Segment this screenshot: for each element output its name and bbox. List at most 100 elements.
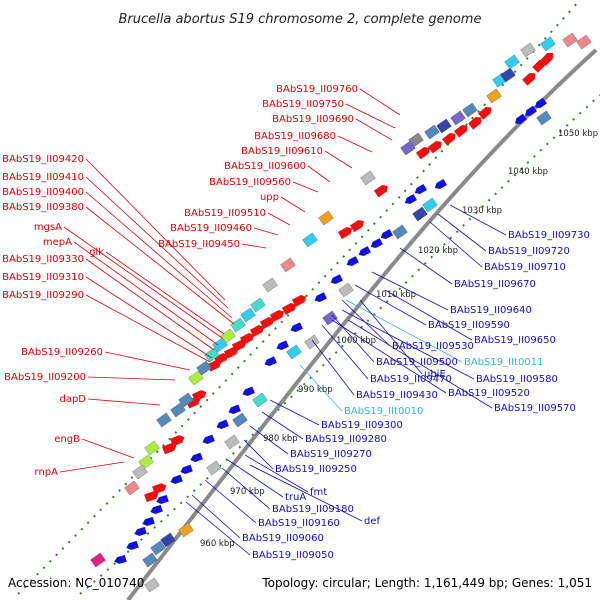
gene-label-babs19-iit0011[interactable]: BAbS19_IIt0011	[464, 357, 543, 368]
gene-arrow[interactable]	[241, 386, 255, 398]
gene-arrow[interactable]	[313, 292, 327, 304]
gene-arrow[interactable]	[345, 256, 359, 268]
gene-arrow[interactable]	[227, 404, 241, 416]
gene-label-babs19-ii09260[interactable]: BAbS19_II09260	[21, 347, 103, 358]
gene-box[interactable]	[462, 102, 478, 118]
gene-arrow[interactable]	[289, 322, 303, 333]
gene-label-babs19-ii09680[interactable]: BAbS19_II09680	[254, 131, 336, 142]
gene-box[interactable]	[204, 347, 220, 363]
gene-arrow[interactable]	[369, 238, 383, 250]
gene-label-upp[interactable]: upp	[260, 192, 279, 203]
gene-box[interactable]	[422, 197, 438, 213]
gene-box[interactable]	[280, 257, 296, 273]
gene-arrow[interactable]	[149, 504, 163, 515]
gene-box[interactable]	[224, 434, 240, 450]
gene-box[interactable]	[178, 522, 194, 538]
gene-arrow[interactable]	[415, 145, 432, 160]
gene-arrow[interactable]	[155, 494, 169, 505]
gene-label-babs19-ii09530[interactable]: BAbS19_II09530	[392, 341, 474, 352]
gene-arrow[interactable]	[275, 340, 289, 351]
gene-arrow[interactable]	[144, 490, 160, 503]
gene-arrow[interactable]	[152, 482, 168, 495]
gene-arrow[interactable]	[403, 193, 417, 206]
gene-box[interactable]	[562, 32, 578, 48]
gene-label-babs19-ii09710[interactable]: BAbS19_II09710	[484, 262, 566, 273]
gene-box[interactable]	[156, 412, 172, 428]
gene-label-babs19-ii09600[interactable]: BAbS19_II09600	[224, 161, 306, 172]
gene-label-babs19-ii09610[interactable]: BAbS19_II09610	[241, 146, 323, 157]
gene-box[interactable]	[170, 402, 186, 418]
gene-arrow[interactable]	[522, 70, 538, 86]
gene-label-babs19-ii09720[interactable]: BAbS19_II09720	[488, 246, 570, 257]
gene-label-babs19-ii09400[interactable]: BAbS19_II09400	[2, 187, 84, 198]
gene-arrow[interactable]	[337, 225, 354, 239]
gene-arrow[interactable]	[170, 434, 186, 447]
gene-arrow[interactable]	[454, 123, 470, 138]
gene-label-glk[interactable]: glk	[89, 247, 104, 258]
gene-box[interactable]	[504, 54, 520, 70]
gene-arrow[interactable]	[141, 516, 155, 527]
gene-arrow[interactable]	[373, 183, 390, 198]
gene-label-babs19-ii09060[interactable]: BAbS19_II09060	[242, 533, 324, 544]
gene-label-babs19-ii09050[interactable]: BAbS19_II09050	[252, 550, 334, 561]
gene-box[interactable]	[212, 337, 228, 353]
gene-label-babs19-ii09330[interactable]: BAbS19_II09330	[2, 254, 84, 265]
gene-label-ubie[interactable]: ubiE	[424, 369, 446, 380]
gene-arrow[interactable]	[329, 274, 343, 286]
gene-label-babs19-ii09730[interactable]: BAbS19_II09730	[508, 230, 590, 241]
gene-label-mgsa[interactable]: mgsA	[34, 222, 62, 233]
gene-arrow[interactable]	[162, 442, 178, 455]
gene-box[interactable]	[318, 210, 334, 226]
gene-box[interactable]	[412, 206, 428, 222]
gene-label-babs19-ii09200[interactable]: BAbS19_II09200	[4, 372, 86, 383]
gene-label-babs19-ii09430[interactable]: BAbS19_II09430	[356, 390, 438, 401]
gene-label-dapd[interactable]: dapD	[59, 394, 86, 405]
gene-box[interactable]	[338, 282, 354, 298]
gene-box[interactable]	[142, 552, 158, 568]
gene-box[interactable]	[240, 307, 256, 323]
gene-arrow[interactable]	[259, 315, 276, 329]
gene-label-babs19-ii09410[interactable]: BAbS19_II09410	[2, 172, 84, 183]
gene-arrow[interactable]	[540, 50, 556, 66]
gene-arrow[interactable]	[533, 97, 547, 111]
gene-arrow[interactable]	[468, 114, 484, 130]
gene-label-babs19-ii09280[interactable]: BAbS19_II09280	[305, 434, 387, 445]
gene-box[interactable]	[360, 170, 376, 186]
gene-label-babs19-ii09560[interactable]: BAbS19_II09560	[209, 177, 291, 188]
gene-label-babs19-ii09690[interactable]: BAbS19_II09690	[272, 114, 354, 125]
gene-label-babs19-ii09180[interactable]: BAbS19_II09180	[272, 504, 354, 515]
gene-box[interactable]	[302, 232, 318, 248]
gene-arrow[interactable]	[179, 464, 193, 476]
gene-box[interactable]	[196, 360, 212, 376]
gene-box[interactable]	[206, 460, 222, 476]
gene-label-babs19-ii09470[interactable]: BAbS19_II09470	[370, 374, 452, 385]
gene-label-babs19-ii09650[interactable]: BAbS19_II09650	[474, 335, 556, 346]
gene-box[interactable]	[250, 297, 266, 313]
gene-label-babs19-ii09460[interactable]: BAbS19_II09460	[170, 223, 252, 234]
gene-arrow[interactable]	[125, 540, 139, 551]
gene-arrow[interactable]	[349, 218, 366, 233]
gene-label-babs19-ii09570[interactable]: BAbS19_II09570	[494, 403, 576, 414]
gene-label-babs19-ii09290[interactable]: BAbS19_II09290	[2, 290, 84, 301]
gene-box[interactable]	[520, 42, 536, 58]
gene-arrow[interactable]	[215, 419, 229, 431]
gene-label-babs19-ii09270[interactable]: BAbS19_II09270	[290, 449, 372, 460]
gene-arrow[interactable]	[133, 526, 147, 537]
gene-box[interactable]	[124, 480, 140, 496]
gene-arrow[interactable]	[532, 57, 548, 73]
gene-box[interactable]	[188, 370, 204, 386]
gene-label-babs19-iit0010[interactable]: BAbS19_IIt0010	[344, 406, 423, 417]
gene-arrow[interactable]	[513, 113, 527, 127]
gene-label-babs19-ii09750[interactable]: BAbS19_II09750	[262, 99, 344, 110]
gene-arrow[interactable]	[427, 139, 444, 154]
gene-label-babs19-ii09300[interactable]: BAbS19_II09300	[321, 420, 403, 431]
gene-label-babs19-ii09670[interactable]: BAbS19_II09670	[454, 279, 536, 290]
gene-label-babs19-ii09590[interactable]: BAbS19_II09590	[428, 320, 510, 331]
gene-label-babs19-ii09420[interactable]: BAbS19_II09420	[2, 154, 84, 165]
gene-label-engb[interactable]: engB	[54, 434, 80, 445]
gene-label-rnpa[interactable]: rnpA	[35, 467, 59, 478]
gene-label-babs19-ii09250[interactable]: BAbS19_II09250	[275, 464, 357, 475]
gene-box[interactable]	[436, 118, 452, 134]
gene-box[interactable]	[144, 577, 160, 593]
gene-box[interactable]	[400, 140, 416, 156]
